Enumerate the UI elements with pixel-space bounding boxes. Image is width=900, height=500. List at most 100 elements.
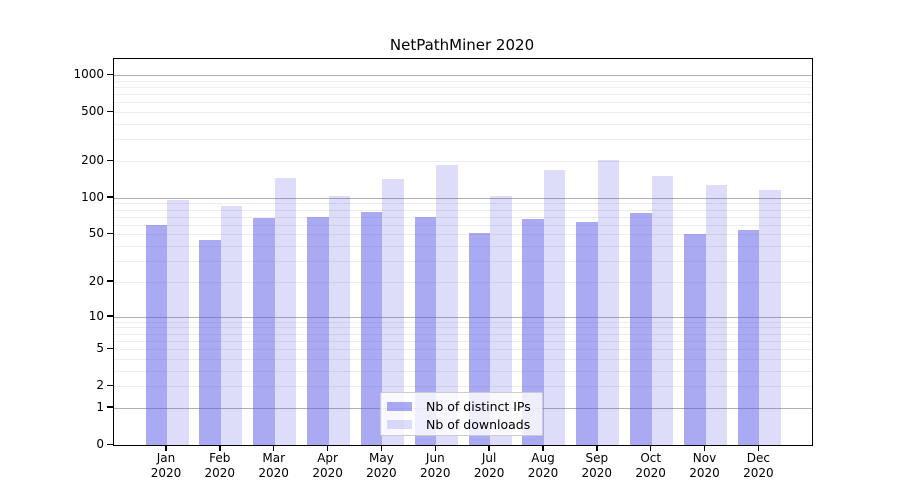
x-tick-mark-dec-2020 — [757, 445, 760, 451]
bar-nb-of-distinct-ips-feb-2020 — [199, 240, 221, 445]
gridline-minor-8 — [114, 327, 812, 329]
bar-nb-of-downloads-aug-2020 — [543, 169, 566, 445]
gridline-minor-80 — [114, 209, 812, 211]
legend: Nb of distinct IPs Nb of downloads — [380, 392, 543, 436]
y-tick-label-1: 1 — [96, 399, 104, 414]
x-tick-mark-jan-2020 — [165, 445, 167, 451]
x-tick-mark-oct-2020 — [649, 445, 652, 451]
gridline-minor-70 — [114, 216, 812, 218]
gridline-minor-7 — [114, 333, 812, 335]
gridline-major-1000 — [114, 75, 812, 76]
y-tick-label-0: 0 — [96, 437, 104, 451]
bar-nb-of-downloads-mar-2020 — [274, 177, 297, 445]
x-tick-label-nov-2020: Nov 2020 — [689, 451, 720, 480]
x-tick-mark-jul-2020 — [488, 445, 490, 451]
y-tick-label-5: 5 — [96, 341, 104, 355]
x-tick-label-feb-2020: Feb 2020 — [204, 451, 236, 480]
gridline-minor-5 — [114, 349, 812, 350]
gridline-minor-9 — [114, 321, 812, 323]
chart-title: NetPathMiner 2020 — [389, 36, 535, 54]
gridline-minor-300 — [114, 139, 812, 141]
y-tick-mark-0 — [107, 443, 113, 445]
y-tick-mark-1 — [107, 406, 113, 408]
x-tick-label-aug-2020: Aug 2020 — [527, 451, 559, 480]
legend-label-nb-of-downloads: Nb of downloads — [426, 416, 531, 432]
bar-nb-of-distinct-ips-jan-2020 — [145, 224, 167, 445]
x-tick-mark-jun-2020 — [434, 445, 436, 451]
x-tick-label-dec-2020: Dec 2020 — [743, 451, 774, 480]
bar-nb-of-distinct-ips-jun-2020 — [414, 216, 437, 445]
gridline-minor-20 — [114, 281, 812, 283]
y-tick-mark-2 — [107, 384, 113, 387]
y-tick-label-10: 10 — [88, 308, 104, 323]
y-tick-label-20: 20 — [88, 273, 104, 288]
bar-nb-of-downloads-feb-2020 — [220, 205, 243, 445]
x-tick-label-mar-2020: Mar 2020 — [258, 451, 289, 480]
x-tick-label-jan-2020: Jan 2020 — [150, 451, 182, 480]
x-tick-label-sep-2020: Sep 2020 — [581, 451, 613, 480]
x-tick-mark-may-2020 — [380, 445, 383, 451]
bar-nb-of-distinct-ips-sep-2020 — [576, 222, 598, 445]
gridline-minor-4 — [114, 358, 812, 360]
y-tick-mark-5 — [107, 347, 113, 349]
y-tick-label-500: 500 — [81, 104, 104, 119]
x-tick-label-oct-2020: Oct 2020 — [635, 451, 666, 480]
x-tick-mark-sep-2020 — [596, 445, 598, 451]
gridline-minor-400 — [114, 124, 812, 125]
x-tick-label-apr-2020: Apr 2020 — [312, 451, 343, 480]
bar-nb-of-downloads-sep-2020 — [597, 160, 620, 445]
y-tick-mark-200 — [107, 159, 113, 161]
y-tick-label-100: 100 — [81, 189, 104, 204]
gridline-minor-500 — [114, 112, 812, 114]
gridline-minor-60 — [114, 224, 812, 226]
y-tick-mark-500 — [107, 110, 113, 113]
bar-nb-of-downloads-may-2020 — [382, 178, 404, 445]
x-tick-mark-nov-2020 — [703, 445, 706, 451]
gridline-minor-40 — [114, 246, 812, 248]
x-tick-mark-feb-2020 — [219, 445, 221, 451]
bar-nb-of-downloads-oct-2020 — [651, 175, 674, 445]
bar-nb-of-distinct-ips-dec-2020 — [737, 230, 760, 445]
gridline-minor-6 — [114, 340, 812, 342]
bar-nb-of-distinct-ips-apr-2020 — [307, 216, 329, 445]
y-tick-mark-20 — [107, 280, 113, 282]
gridline-minor-700 — [114, 94, 812, 96]
y-tick-label-2: 2 — [96, 378, 104, 393]
gridline-minor-3 — [114, 370, 812, 372]
x-tick-label-jun-2020: Jun 2020 — [420, 451, 451, 480]
y-tick-label-200: 200 — [81, 153, 104, 167]
gridline-minor-900 — [114, 80, 812, 82]
plot-area — [113, 58, 813, 446]
x-tick-label-may-2020: May 2020 — [366, 451, 397, 480]
bar-nb-of-distinct-ips-oct-2020 — [630, 213, 652, 445]
x-tick-mark-aug-2020 — [542, 445, 544, 451]
x-tick-mark-apr-2020 — [326, 445, 329, 451]
bar-nb-of-downloads-dec-2020 — [759, 189, 781, 445]
legend-label-nb-of-distinct-ips: Nb of distinct IPs — [426, 398, 531, 414]
y-tick-mark-1000 — [107, 73, 113, 75]
gridline-minor-30 — [114, 261, 812, 263]
bar-nb-of-distinct-ips-aug-2020 — [522, 219, 544, 445]
y-tick-mark-50 — [107, 232, 113, 235]
x-tick-mark-mar-2020 — [272, 445, 275, 451]
gridline-minor-800 — [114, 86, 812, 88]
gridline-minor-90 — [114, 203, 812, 205]
legend-entry-nb-of-distinct-ips: Nb of distinct IPs — [387, 397, 542, 415]
y-tick-mark-100 — [107, 196, 113, 198]
bar-nb-of-distinct-ips-may-2020 — [360, 211, 383, 445]
bar-nb-of-downloads-nov-2020 — [705, 185, 727, 445]
bar-nb-of-downloads-jul-2020 — [490, 196, 512, 445]
y-tick-mark-10 — [107, 315, 113, 317]
x-tick-label-jul-2020: Jul 2020 — [473, 451, 505, 480]
legend-swatch-nb-of-distinct-ips — [387, 401, 412, 411]
bar-nb-of-distinct-ips-mar-2020 — [253, 218, 275, 445]
bar-nb-of-downloads-jan-2020 — [167, 199, 189, 445]
bar-nb-of-distinct-ips-nov-2020 — [684, 234, 706, 445]
gridline-minor-200 — [114, 161, 812, 162]
legend-swatch-nb-of-downloads — [387, 419, 412, 429]
y-tick-label-1000: 1000 — [73, 67, 104, 81]
gridline-minor-2 — [114, 386, 812, 388]
gridline-minor-600 — [114, 102, 812, 104]
bar-nb-of-downloads-apr-2020 — [328, 195, 351, 445]
